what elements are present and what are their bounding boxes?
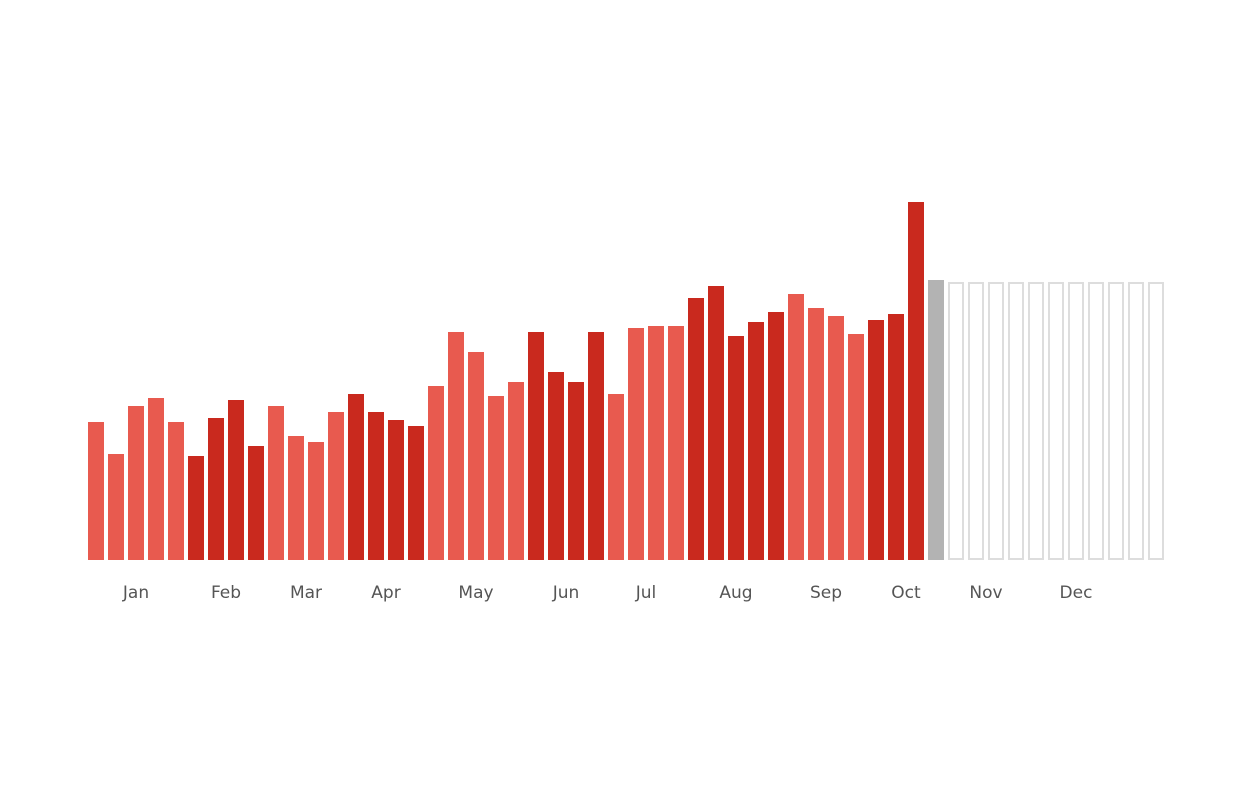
bar-week-28 xyxy=(628,328,644,560)
bar-week-4 xyxy=(148,398,164,560)
month-label-apr: Apr xyxy=(371,583,400,603)
bar-week-53 xyxy=(1128,282,1144,560)
month-label-may: May xyxy=(458,583,493,603)
bar-week-25 xyxy=(568,382,584,560)
bar-week-51 xyxy=(1088,282,1104,560)
month-label-feb: Feb xyxy=(211,583,241,603)
bar-week-23 xyxy=(528,332,544,560)
bar-week-27 xyxy=(608,394,624,560)
bar-week-44 xyxy=(948,282,964,560)
bar-week-24 xyxy=(548,372,564,560)
bar-week-7 xyxy=(208,418,224,560)
bar-week-21 xyxy=(488,396,504,560)
bar-week-17 xyxy=(408,426,424,560)
bar-week-8 xyxy=(228,400,244,560)
bar-week-29 xyxy=(648,326,664,560)
bar-week-2 xyxy=(108,454,124,560)
bar-week-32 xyxy=(708,286,724,560)
bar-week-31 xyxy=(688,298,704,560)
bar-week-38 xyxy=(828,316,844,560)
bar-week-33 xyxy=(728,336,744,560)
bar-week-19 xyxy=(448,332,464,560)
bar-week-3 xyxy=(128,406,144,560)
bar-week-10 xyxy=(268,406,284,560)
bar-week-34 xyxy=(748,322,764,560)
bar-week-5 xyxy=(168,422,184,560)
bar-week-54 xyxy=(1148,282,1164,560)
bar-week-40 xyxy=(868,320,884,560)
bar-week-1 xyxy=(88,422,104,560)
month-label-mar: Mar xyxy=(290,583,322,603)
bar-week-14 xyxy=(348,394,364,560)
month-label-sep: Sep xyxy=(810,583,842,603)
bar-week-13 xyxy=(328,412,344,560)
month-label-jan: Jan xyxy=(122,583,149,603)
bar-week-50 xyxy=(1068,282,1084,560)
month-label-oct: Oct xyxy=(891,583,921,603)
bar-week-9 xyxy=(248,446,264,560)
bar-week-11 xyxy=(288,436,304,560)
bar-week-41 xyxy=(888,314,904,560)
bar-week-30 xyxy=(668,326,684,560)
bar-week-16 xyxy=(388,420,404,560)
bar-week-36 xyxy=(788,294,804,560)
bar-week-45 xyxy=(968,282,984,560)
month-label-jun: Jun xyxy=(552,583,580,603)
bar-week-26 xyxy=(588,332,604,560)
bar-week-15 xyxy=(368,412,384,560)
bar-week-20 xyxy=(468,352,484,560)
bar-week-12 xyxy=(308,442,324,560)
bar-week-47 xyxy=(1008,282,1024,560)
bars-group xyxy=(88,202,1164,560)
bar-week-52 xyxy=(1108,282,1124,560)
bar-week-37 xyxy=(808,308,824,560)
month-labels-group: Jan Feb Mar Apr May Jun Jul Aug Sep Oct Nov Dec xyxy=(122,583,1093,603)
month-label-dec: Dec xyxy=(1060,583,1093,603)
bar-week-48 xyxy=(1028,282,1044,560)
bar-week-22 xyxy=(508,382,524,560)
bar-week-39 xyxy=(848,334,864,560)
bar-week-35 xyxy=(768,312,784,560)
bar-week-49 xyxy=(1048,282,1064,560)
month-label-aug: Aug xyxy=(719,583,752,603)
bar-week-18 xyxy=(428,386,444,560)
month-label-jul: Jul xyxy=(635,583,657,603)
bar-week-43 xyxy=(928,280,944,560)
bar-week-46 xyxy=(988,282,1004,560)
bar-week-42 xyxy=(908,202,924,560)
bar-week-6 xyxy=(188,456,204,560)
month-label-nov: Nov xyxy=(969,583,1002,603)
